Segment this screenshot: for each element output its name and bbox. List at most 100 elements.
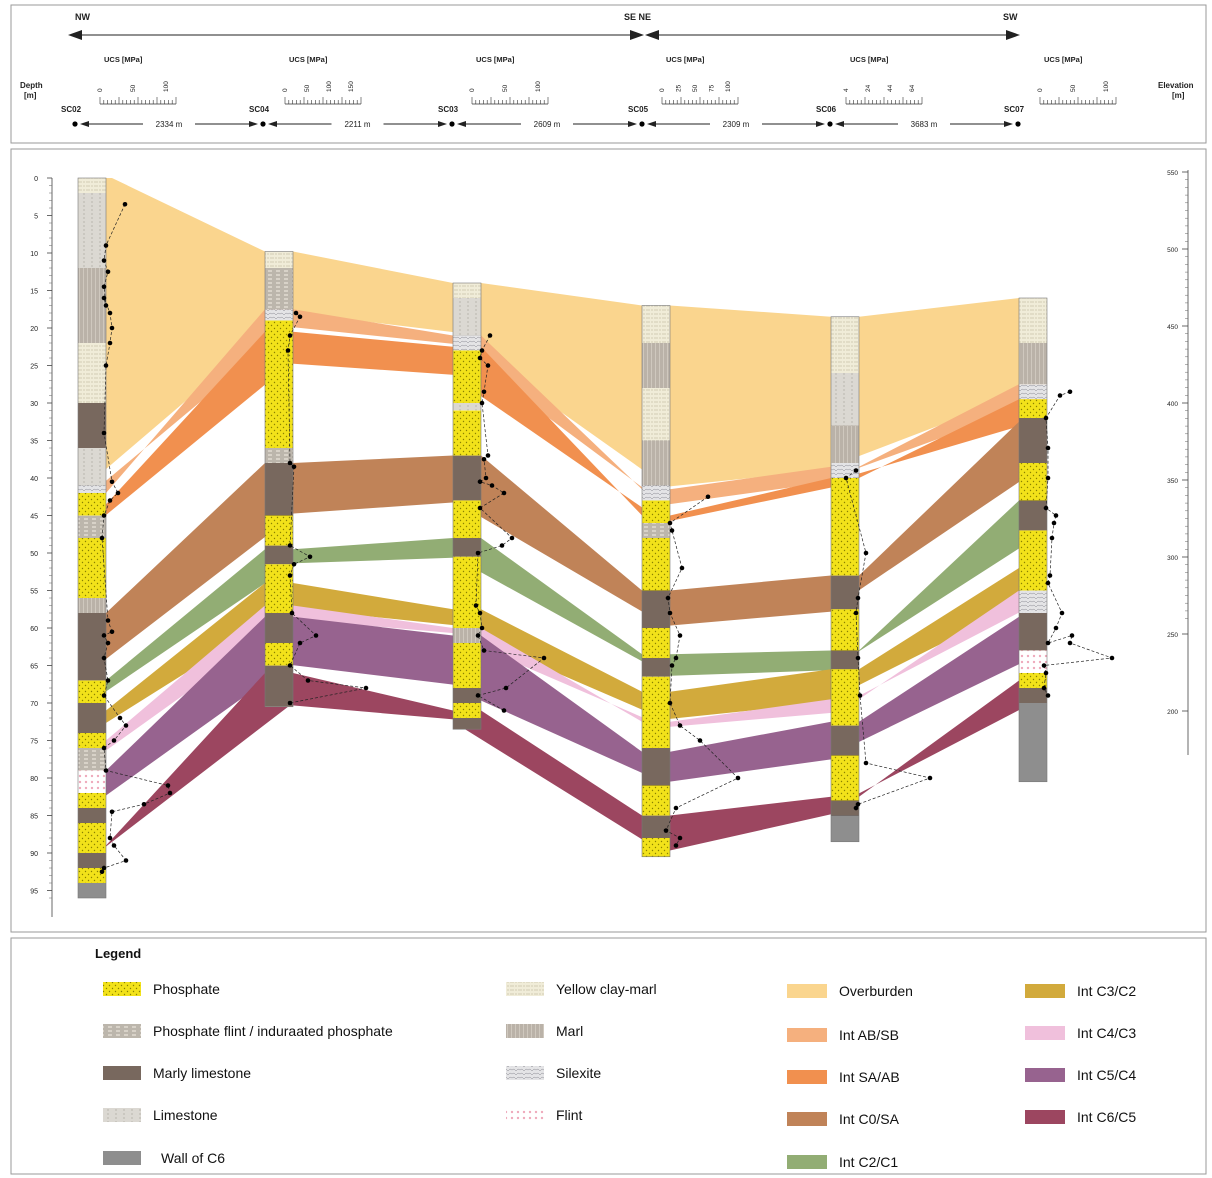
depth-tick-label: 10 (30, 251, 38, 258)
lithology-layer (831, 425, 859, 463)
ucs-point (501, 490, 507, 496)
ucs-point (105, 269, 111, 275)
ucs-point (297, 640, 303, 646)
legend-swatch (787, 1070, 827, 1084)
ucs-point (927, 775, 933, 781)
ucs-point (105, 640, 111, 646)
ucs-point (111, 843, 117, 848)
ucs-point (287, 700, 293, 706)
ucs-point (285, 348, 291, 353)
ucs-profile-sc06 (843, 468, 933, 811)
elevation-tick-label: 400 (1167, 401, 1178, 408)
ucs-point (479, 348, 485, 353)
ucs-point (483, 475, 489, 481)
lithology-layer (1019, 384, 1047, 400)
lithology-layer (1019, 463, 1047, 501)
lithology-layer (642, 658, 670, 677)
lithology-layer (831, 650, 859, 670)
depth-tick-label: 60 (30, 626, 38, 633)
lithology-layer (265, 251, 293, 268)
ucs-point (503, 685, 509, 691)
ucs-label: UCS [MPa] (289, 55, 328, 64)
ucs-profile-sc02 (99, 201, 173, 875)
lithology-layer (1019, 673, 1047, 688)
depth-tick-label: 15 (30, 289, 38, 296)
borehole-column-sc05 (641, 305, 671, 858)
direction-arrow-left (68, 30, 644, 40)
ucs-point (287, 663, 293, 668)
lithology-layer (453, 703, 481, 718)
ucs-point (101, 284, 107, 290)
lithology-layer (78, 883, 106, 898)
lithology-layer (78, 868, 106, 883)
borehole-id-label: SC04 (249, 105, 270, 114)
lithology-layer (1019, 298, 1047, 343)
ucs-point (1045, 693, 1051, 698)
lithology-layer (265, 613, 293, 643)
ucs-point (485, 363, 491, 368)
ucs-point (1069, 633, 1075, 638)
lithology-layer (453, 556, 481, 628)
lithology-layer (642, 343, 670, 388)
ucs-point (101, 295, 107, 301)
ucs-point (853, 805, 859, 811)
lithology-layer (1019, 343, 1047, 385)
legend-label: Int C4/C3 (1077, 1025, 1136, 1041)
legend-swatch (1025, 984, 1065, 998)
interval-band-2 (78, 331, 1047, 538)
interval-band-8 (78, 673, 1047, 868)
lithology-layer (78, 515, 106, 538)
lithology-layer (831, 755, 859, 801)
ucs-tick-label: 100 (326, 81, 333, 92)
ucs-point (101, 693, 107, 698)
distance-label: 2309 m (723, 120, 750, 129)
ucs-scale-sc06: UCS [MPa] 4 24 44 64 (843, 55, 923, 105)
lithology-layer (78, 770, 106, 793)
lithology-layer (642, 838, 670, 857)
ucs-point (1043, 415, 1049, 421)
lithology-layer (1019, 688, 1047, 703)
ucs-point (117, 715, 123, 721)
ucs-point (863, 760, 869, 766)
legend-item-wall: Wall of C6 (103, 1150, 225, 1166)
lithology-layer (453, 718, 481, 730)
lithology-layer (642, 676, 670, 748)
lithology-layer (265, 564, 293, 613)
legend-swatch (787, 984, 827, 998)
ucs-point (1045, 580, 1051, 586)
ucs-label: UCS [MPa] (666, 55, 705, 64)
lithology-layer (642, 305, 670, 343)
distance-label: 2609 m (534, 120, 561, 129)
ucs-tick-label: 75 (709, 84, 716, 92)
ucs-tick-label: 25 (676, 84, 683, 92)
ucs-point (107, 340, 113, 346)
ucs-point (853, 468, 859, 473)
legend-label: Overburden (839, 983, 913, 999)
legend-swatch (787, 1112, 827, 1126)
ucs-tick-label: 100 (1103, 81, 1110, 92)
lithology-layer (265, 309, 293, 321)
borehole-marker-sc02: SC02 (61, 105, 82, 127)
legend-item-flint: Flint (506, 1107, 583, 1123)
distance-segment: 2309 m (647, 120, 825, 129)
ucs-label: UCS [MPa] (104, 55, 143, 64)
borehole-column-sc07 (1018, 297, 1048, 783)
ucs-point (665, 595, 671, 601)
ucs-point (1057, 393, 1063, 398)
ucs-point (475, 693, 481, 698)
elevation-header-label: Elevation [m] (1158, 81, 1196, 100)
legend-swatch (103, 1024, 141, 1038)
depth-tick-label: 45 (30, 514, 38, 521)
legend-frame (10, 937, 1207, 1175)
ucs-point (673, 655, 679, 661)
lithology-layer (1019, 418, 1047, 463)
depth-tick-label: 65 (30, 664, 38, 671)
legend-item-interval-2: Int SA/AB (787, 1069, 900, 1085)
elevation-tick-label: 300 (1167, 555, 1178, 562)
ucs-tick-label: 50 (130, 84, 137, 92)
borehole-column-sc06 (830, 316, 860, 843)
ucs-point (1049, 535, 1055, 541)
lithology-layer (265, 643, 293, 666)
ucs-point (122, 201, 128, 207)
